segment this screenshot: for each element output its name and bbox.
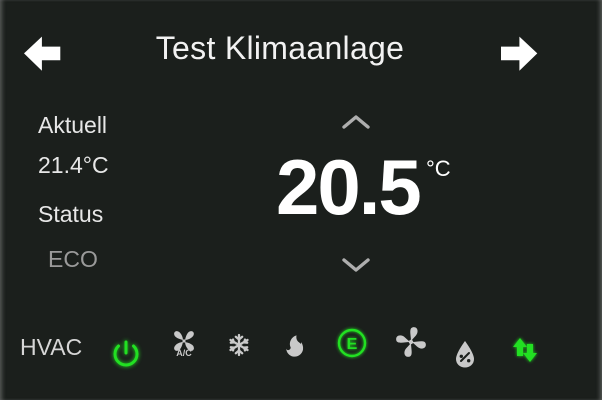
svg-text:A/C: A/C	[176, 348, 192, 358]
svg-text:E: E	[347, 336, 358, 353]
